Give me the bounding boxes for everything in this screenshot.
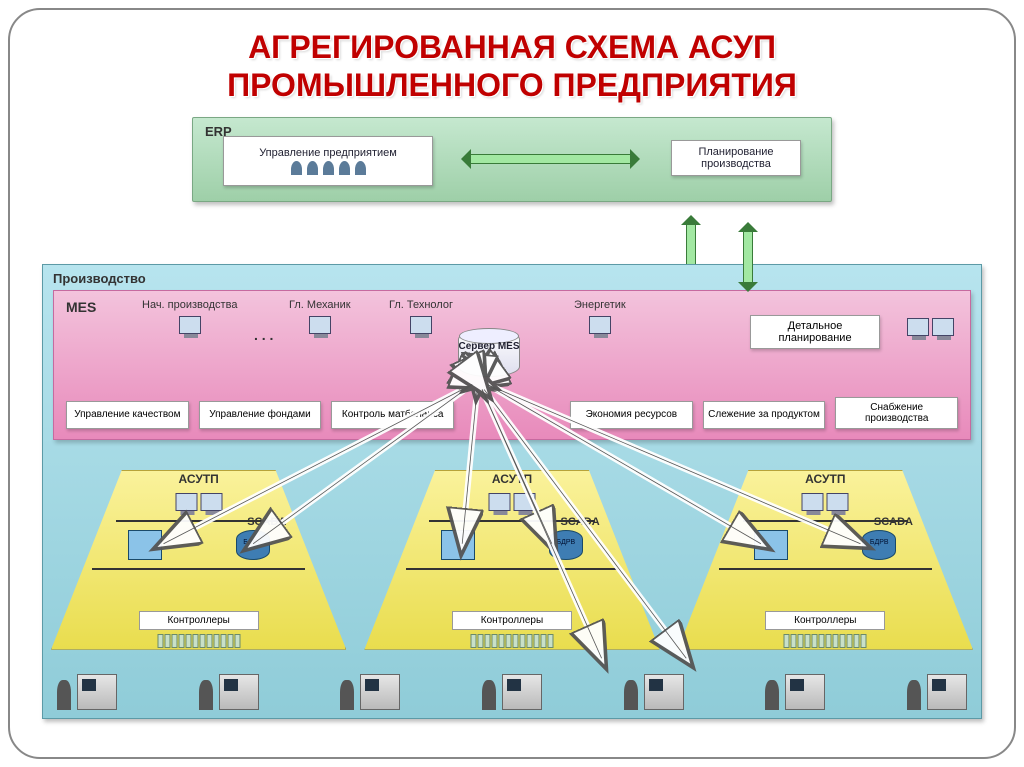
machine-icon [644,674,684,710]
people-icon [291,161,366,175]
role-right-pc [907,313,954,336]
asutp-block-1: АСУТП SCADA БДРВ Контроллеры [51,470,346,650]
equipment-unit [765,664,825,710]
scada-label: SCADA [247,516,286,528]
robot-icon [907,680,921,710]
machine-icon [219,674,259,710]
title-line-2: ПРОМЫШЛЕННОГО ПРЕДПРИЯТИЯ [227,67,797,103]
slide-frame: АГРЕГИРОВАННАЯ СХЕМА АСУП ПРОМЫШЛЕННОГО … [8,8,1016,759]
machine-icon [502,674,542,710]
robot-icon [57,680,71,710]
workstation-icon [309,316,331,334]
scada-label: SCADA [874,516,913,528]
controllers-box: Контроллеры [452,611,572,630]
title-line-1: АГРЕГИРОВАННАЯ СХЕМА АСУП [248,29,776,65]
production-label: Производство [53,271,971,286]
asutp-block-2: АСУТП SCADA БДРВ Контроллеры [364,470,659,650]
equipment-unit [482,664,542,710]
scada-server-icon [441,530,475,560]
equipment-unit [907,664,967,710]
production-layer: Производство MES Нач. производства . . .… [42,264,982,719]
func-economy: Экономия ресурсов [570,401,693,429]
mes-function-row: Управление качеством Управление фондами … [66,397,958,429]
controllers-box: Контроллеры [765,611,885,630]
mes-detail-planning: Детальное планирование [750,315,880,349]
controller-rack-icon [784,634,867,648]
rtdb-icon: БДРВ [862,530,896,560]
robot-icon [624,680,638,710]
mes-server: Сервер MES [449,329,529,389]
role-energy: Энергетик [574,299,626,334]
controller-rack-icon [470,634,553,648]
asutp-row: АСУТП SCADA БДРВ Контроллеры АСУТП SCADA… [51,470,973,650]
robot-icon [482,680,496,710]
plan-to-detailplan-arrow [743,229,753,285]
workstation-icon [827,493,849,511]
rtdb-icon: БДРВ [549,530,583,560]
erp-bidir-arrow [468,154,633,164]
robot-icon [340,680,354,710]
equipment-unit [199,664,259,710]
workstation-icon [200,493,222,511]
erp-planning-box: Планирование производства [671,140,801,176]
workstation-icon [907,318,929,336]
scada-label: SCADA [561,516,600,528]
role-head-production: Нач. производства [142,299,237,334]
workstation-icon [513,493,535,511]
robot-icon [765,680,779,710]
workstation-icon [175,493,197,511]
mes-layer: MES Нач. производства . . . Гл. Механик … [53,290,971,440]
robot-icon [199,680,213,710]
slide-title: АГРЕГИРОВАННАЯ СХЕМА АСУП ПРОМЫШЛЕННОГО … [40,28,984,105]
func-matbalance: Контроль матбаланса [331,401,454,429]
equipment-unit [340,664,400,710]
workstation-icon [488,493,510,511]
server-cylinder-icon [458,329,520,377]
func-supply: Снабжение производства [835,397,958,429]
scada-server-icon [128,530,162,560]
machine-icon [77,674,117,710]
equipment-row [57,664,967,710]
erp-layer: ERP Управление предприятием Планирование… [192,117,832,202]
scada-server-icon [754,530,788,560]
func-tracking: Слежение за продуктом [703,401,826,429]
workstation-icon [410,316,432,334]
workstation-icon [179,316,201,334]
rtdb-icon: БДРВ [236,530,270,560]
erp-management-label: Управление предприятием [259,147,397,159]
machine-icon [785,674,825,710]
workstation-icon [589,316,611,334]
workstation-icon [932,318,954,336]
role-mechanic: Гл. Механик [289,299,351,334]
mes-label: MES [66,299,96,315]
workstation-icon [802,493,824,511]
role-technologist: Гл. Технолог [389,299,453,334]
mes-server-label: Сервер MES [449,341,529,352]
machine-icon [927,674,967,710]
machine-icon [360,674,400,710]
controller-rack-icon [157,634,240,648]
ellipsis: . . . [254,327,273,343]
func-funds: Управление фондами [199,401,322,429]
controllers-box: Контроллеры [139,611,259,630]
erp-management-box: Управление предприятием [223,136,433,186]
equipment-unit [624,664,684,710]
equipment-unit [57,664,117,710]
func-quality: Управление качеством [66,401,189,429]
erp-planning-label: Планирование производства [672,146,800,170]
asutp-block-3: АСУТП SCADA БДРВ Контроллеры [678,470,973,650]
